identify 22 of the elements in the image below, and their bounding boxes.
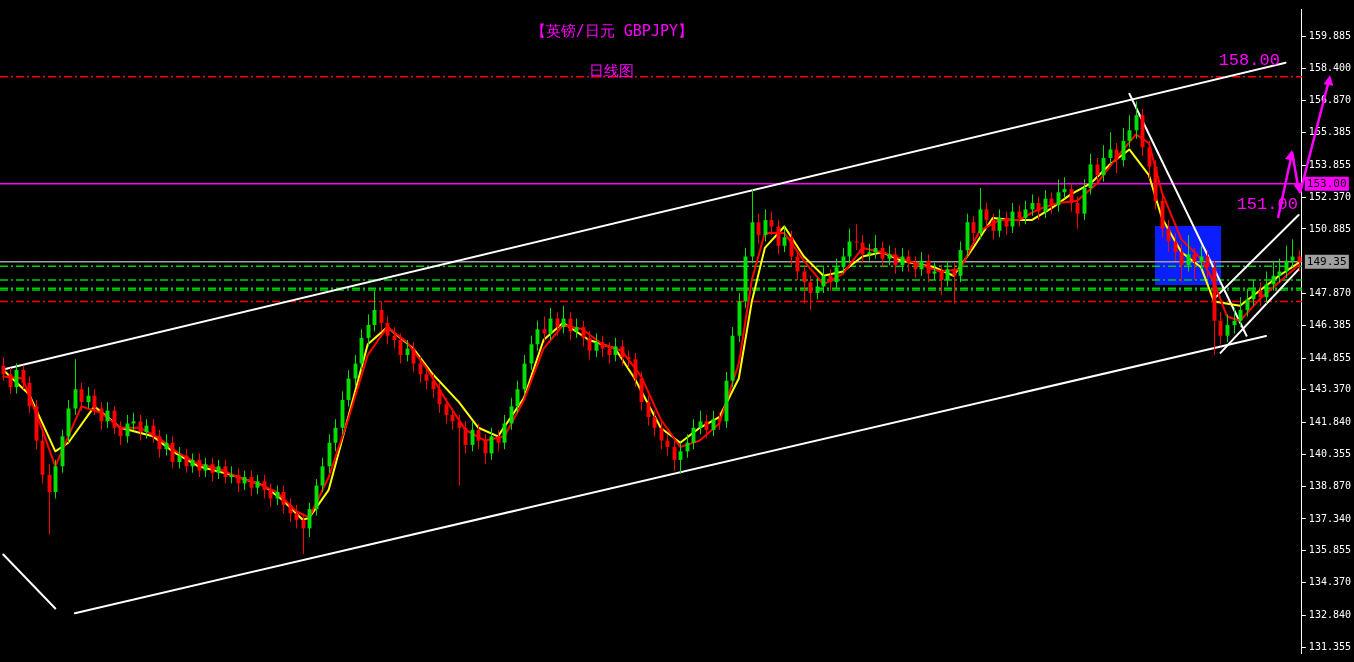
- y-tick-label: 132.840: [1308, 608, 1352, 620]
- y-tick-label: 141.840: [1308, 416, 1352, 428]
- y-tick-label: 150.885: [1308, 222, 1352, 234]
- y-tick-label: 158.400: [1308, 61, 1352, 73]
- text: 日线图: [589, 61, 635, 80]
- y-tick-label: 143.370: [1308, 383, 1352, 395]
- y-tick-label: 138.870: [1308, 479, 1352, 491]
- y-tick-label: 144.855: [1308, 351, 1352, 363]
- y-tick-label: 134.370: [1308, 576, 1352, 588]
- y-tick-label: 146.385: [1308, 318, 1352, 330]
- y-tick-label: 131.355: [1308, 640, 1352, 652]
- ref-line-label: 149.35: [1306, 254, 1347, 268]
- y-tick-label: 152.370: [1308, 190, 1352, 202]
- text: 【英镑/日元 GBPJPY】: [530, 21, 693, 40]
- annotation: 158.00: [1218, 51, 1280, 70]
- y-tick-label: 140.355: [1308, 448, 1352, 460]
- y-tick-label: 147.870: [1308, 287, 1352, 299]
- y-tick-label: 137.340: [1308, 512, 1352, 524]
- ref-line-label: 153.00: [1306, 176, 1347, 190]
- y-tick-label: 159.885: [1308, 29, 1352, 41]
- y-tick-label: 153.855: [1308, 158, 1352, 170]
- y-tick-label: 135.855: [1308, 544, 1352, 556]
